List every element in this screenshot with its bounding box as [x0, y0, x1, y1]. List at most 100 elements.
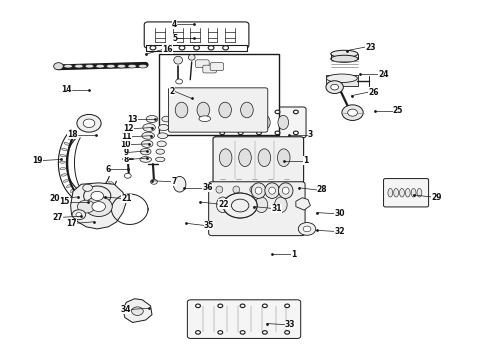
Ellipse shape: [326, 81, 343, 94]
Text: 35: 35: [204, 221, 214, 230]
Ellipse shape: [233, 186, 240, 193]
Ellipse shape: [174, 56, 182, 64]
Ellipse shape: [158, 133, 168, 139]
Ellipse shape: [64, 142, 69, 145]
Text: 28: 28: [317, 185, 327, 194]
Text: 6: 6: [105, 165, 110, 174]
Ellipse shape: [399, 189, 404, 197]
Ellipse shape: [255, 187, 262, 194]
Text: 27: 27: [53, 213, 63, 222]
Ellipse shape: [150, 46, 156, 50]
Ellipse shape: [72, 210, 86, 220]
Ellipse shape: [124, 173, 131, 178]
Ellipse shape: [188, 54, 195, 60]
Ellipse shape: [218, 330, 223, 334]
Bar: [146, 45, 247, 51]
Bar: [326, 75, 358, 86]
Ellipse shape: [388, 189, 393, 197]
Ellipse shape: [143, 123, 155, 131]
Ellipse shape: [83, 184, 93, 192]
Ellipse shape: [140, 157, 151, 162]
Ellipse shape: [155, 157, 165, 162]
FancyBboxPatch shape: [213, 137, 304, 183]
Ellipse shape: [175, 102, 188, 118]
FancyBboxPatch shape: [196, 60, 209, 68]
Ellipse shape: [150, 179, 157, 184]
Ellipse shape: [220, 110, 224, 114]
Ellipse shape: [255, 197, 268, 213]
Ellipse shape: [194, 46, 199, 50]
Ellipse shape: [91, 192, 103, 201]
Ellipse shape: [394, 189, 398, 197]
Ellipse shape: [257, 110, 262, 114]
Ellipse shape: [176, 79, 182, 84]
Text: 34: 34: [121, 305, 131, 314]
FancyBboxPatch shape: [203, 65, 217, 73]
Ellipse shape: [102, 190, 106, 194]
Ellipse shape: [70, 189, 74, 192]
Ellipse shape: [138, 64, 147, 68]
Text: 29: 29: [432, 193, 442, 202]
Ellipse shape: [96, 64, 104, 68]
Ellipse shape: [64, 64, 73, 68]
Ellipse shape: [60, 154, 66, 157]
Text: 33: 33: [285, 320, 295, 329]
Text: 1: 1: [291, 250, 296, 259]
Ellipse shape: [60, 167, 66, 170]
Polygon shape: [71, 183, 126, 229]
Ellipse shape: [216, 186, 223, 193]
Ellipse shape: [303, 226, 311, 232]
Ellipse shape: [85, 197, 112, 216]
Ellipse shape: [278, 183, 293, 198]
Ellipse shape: [263, 304, 267, 307]
Ellipse shape: [257, 131, 262, 135]
Ellipse shape: [94, 195, 97, 199]
Ellipse shape: [277, 149, 290, 167]
Text: 14: 14: [61, 85, 72, 94]
Ellipse shape: [231, 199, 249, 212]
Text: 15: 15: [59, 198, 70, 207]
Bar: [159, 54, 279, 135]
Ellipse shape: [294, 110, 298, 114]
Text: 36: 36: [202, 183, 213, 192]
Text: 30: 30: [335, 209, 345, 218]
Ellipse shape: [84, 196, 87, 200]
Ellipse shape: [260, 115, 270, 130]
Text: 24: 24: [378, 70, 389, 79]
Text: 7: 7: [172, 177, 177, 186]
Text: 31: 31: [271, 204, 282, 213]
Text: 3: 3: [308, 130, 313, 139]
Ellipse shape: [267, 186, 273, 193]
Ellipse shape: [196, 304, 200, 307]
Text: 19: 19: [32, 156, 43, 165]
Text: 20: 20: [49, 194, 60, 203]
Ellipse shape: [326, 74, 357, 82]
Polygon shape: [123, 299, 152, 323]
Text: 1: 1: [303, 156, 308, 165]
Ellipse shape: [241, 115, 252, 130]
Ellipse shape: [405, 189, 410, 197]
FancyBboxPatch shape: [384, 179, 429, 207]
Ellipse shape: [217, 197, 229, 213]
Ellipse shape: [348, 109, 357, 116]
Ellipse shape: [223, 115, 233, 130]
FancyBboxPatch shape: [144, 22, 249, 48]
Ellipse shape: [258, 149, 270, 167]
Ellipse shape: [265, 183, 279, 198]
FancyBboxPatch shape: [210, 63, 223, 71]
Ellipse shape: [220, 149, 232, 167]
Ellipse shape: [159, 125, 169, 131]
Ellipse shape: [85, 64, 94, 68]
Ellipse shape: [179, 46, 185, 50]
Ellipse shape: [53, 63, 63, 70]
Ellipse shape: [223, 46, 228, 50]
Ellipse shape: [282, 187, 289, 194]
Ellipse shape: [208, 46, 214, 50]
Ellipse shape: [109, 181, 114, 184]
Ellipse shape: [77, 114, 101, 132]
Text: 25: 25: [393, 107, 403, 116]
Ellipse shape: [275, 110, 280, 114]
Ellipse shape: [331, 55, 358, 62]
Ellipse shape: [240, 304, 245, 307]
Ellipse shape: [59, 161, 65, 163]
